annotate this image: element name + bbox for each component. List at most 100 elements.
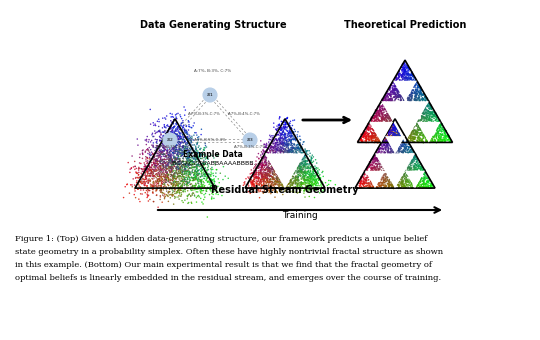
Point xyxy=(141,174,150,180)
Point xyxy=(392,139,400,144)
Point xyxy=(285,141,293,146)
Point xyxy=(359,134,368,139)
Point xyxy=(169,176,178,182)
Point xyxy=(308,173,317,178)
Point xyxy=(417,88,426,93)
Point xyxy=(197,151,205,156)
Point xyxy=(294,142,302,147)
Point xyxy=(171,173,180,179)
Point xyxy=(409,158,417,163)
Point xyxy=(435,128,443,133)
Point xyxy=(148,170,157,175)
Point xyxy=(387,184,395,189)
Point xyxy=(171,148,180,154)
Point xyxy=(379,183,388,188)
Point xyxy=(408,134,417,139)
Point xyxy=(185,124,193,129)
Point xyxy=(209,177,218,183)
Point xyxy=(198,177,206,182)
Point xyxy=(424,109,433,115)
Point xyxy=(300,178,308,183)
Polygon shape xyxy=(381,101,429,142)
Point xyxy=(303,171,312,176)
Point xyxy=(380,143,389,148)
Point xyxy=(304,169,313,175)
Point xyxy=(292,177,301,183)
Point xyxy=(194,172,202,177)
Point xyxy=(381,176,390,181)
Point xyxy=(174,134,183,139)
Point xyxy=(252,166,261,171)
Point xyxy=(295,169,303,174)
Point xyxy=(404,179,413,184)
Point xyxy=(411,161,420,166)
Point xyxy=(181,168,190,174)
Point xyxy=(288,182,297,188)
Point xyxy=(356,181,364,186)
Point xyxy=(362,168,370,173)
Point xyxy=(445,139,454,144)
Point xyxy=(157,185,165,190)
Point xyxy=(167,160,176,166)
Point xyxy=(363,125,372,131)
Point xyxy=(415,85,424,90)
Point xyxy=(404,178,413,184)
Point xyxy=(260,142,268,147)
Point xyxy=(417,166,426,171)
Point xyxy=(173,190,182,196)
Point xyxy=(279,149,288,155)
Point xyxy=(408,181,416,186)
Point xyxy=(156,194,165,200)
Point xyxy=(188,164,197,170)
Point xyxy=(148,183,157,188)
Point xyxy=(187,200,195,205)
Point xyxy=(207,183,216,188)
Point xyxy=(405,168,414,173)
Point xyxy=(404,144,413,150)
Point xyxy=(434,115,442,120)
Point xyxy=(389,120,398,126)
Point xyxy=(417,183,426,188)
Point xyxy=(173,188,182,193)
Point xyxy=(364,136,373,142)
Point xyxy=(143,185,152,190)
Point xyxy=(286,183,294,188)
Point xyxy=(272,140,280,145)
Point xyxy=(160,149,168,154)
Point xyxy=(254,166,262,171)
Point xyxy=(250,171,259,177)
Point xyxy=(312,183,320,188)
Point xyxy=(379,98,387,104)
Point xyxy=(398,143,407,149)
Point xyxy=(413,163,421,168)
Point xyxy=(167,172,176,177)
Point xyxy=(170,181,178,186)
Point xyxy=(422,97,431,103)
Point xyxy=(309,168,318,173)
Point xyxy=(383,91,391,96)
Point xyxy=(261,144,269,150)
Point xyxy=(170,189,179,194)
Point xyxy=(197,187,205,192)
Point xyxy=(289,130,298,135)
Point xyxy=(272,136,280,142)
Point xyxy=(360,184,369,189)
Point xyxy=(370,164,379,169)
Point xyxy=(284,144,293,150)
Point xyxy=(410,154,418,159)
Point xyxy=(149,140,158,146)
Point xyxy=(420,115,429,120)
Point xyxy=(392,136,401,141)
Point xyxy=(408,72,416,77)
Point xyxy=(179,140,188,146)
Point xyxy=(261,182,269,188)
Point xyxy=(168,163,177,168)
Point xyxy=(368,131,377,137)
Point xyxy=(383,174,392,180)
Point xyxy=(319,186,328,191)
Point xyxy=(306,174,315,180)
Point xyxy=(281,141,290,147)
Point xyxy=(176,146,185,151)
Point xyxy=(293,165,302,170)
Point xyxy=(178,125,187,131)
